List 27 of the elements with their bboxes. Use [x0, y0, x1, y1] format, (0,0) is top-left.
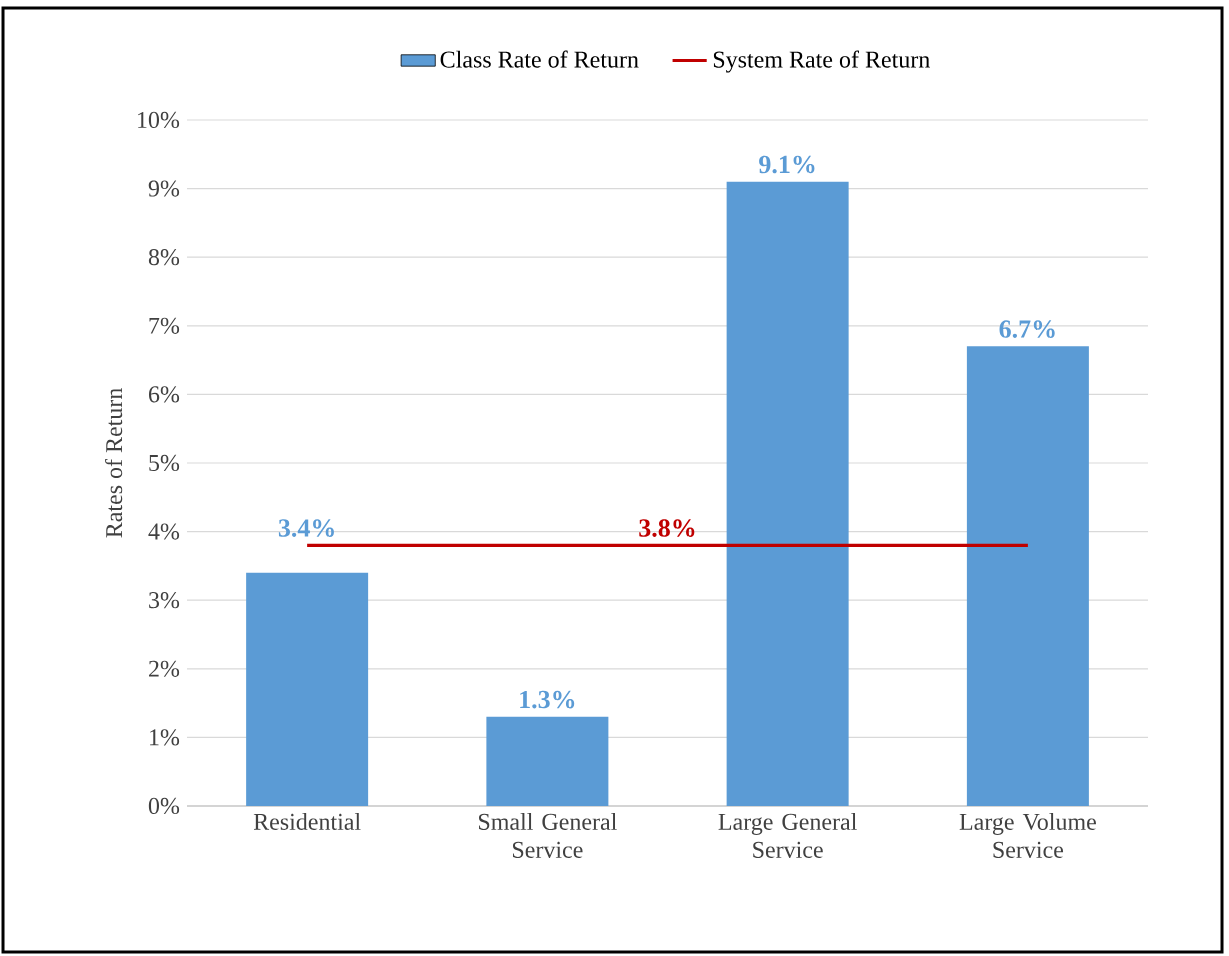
x-tick-label: Large General Service [718, 813, 857, 858]
y-tick-label: 6% [148, 386, 180, 403]
y-tick-label: 4% [148, 523, 180, 540]
bar [486, 716, 609, 806]
data-label: 1.3% [520, 690, 575, 709]
x-tick-label: Large Volume Service [959, 813, 1096, 858]
data-label: 3.4% [278, 519, 334, 537]
bar [726, 181, 849, 806]
y-tick-label: 3% [149, 592, 180, 609]
y-tick-label: 2% [149, 660, 180, 677]
x-tick-label: Small General Service [479, 813, 617, 858]
y-tick-label: 1% [150, 729, 180, 746]
data-label: 9.1% [759, 155, 815, 174]
y-tick-label: 9% [148, 180, 180, 197]
y-tick-label: 5% [149, 454, 180, 472]
data-label: 6.7% [999, 320, 1055, 338]
bar [246, 572, 369, 806]
y-tick-label: 10% [138, 111, 180, 129]
bar [966, 346, 1089, 806]
y-tick-label: 0% [148, 797, 180, 815]
y-axis-title: Rates of Return [105, 388, 123, 538]
y-tick-label: 7% [149, 317, 180, 334]
y-tick-label: 8% [148, 249, 180, 266]
legend-label: Class Rate of Return [440, 50, 639, 68]
legend-label: System Rate of Return [713, 50, 930, 73]
annotation: 3.8% [639, 519, 695, 537]
x-tick-label: Residential [253, 813, 361, 830]
